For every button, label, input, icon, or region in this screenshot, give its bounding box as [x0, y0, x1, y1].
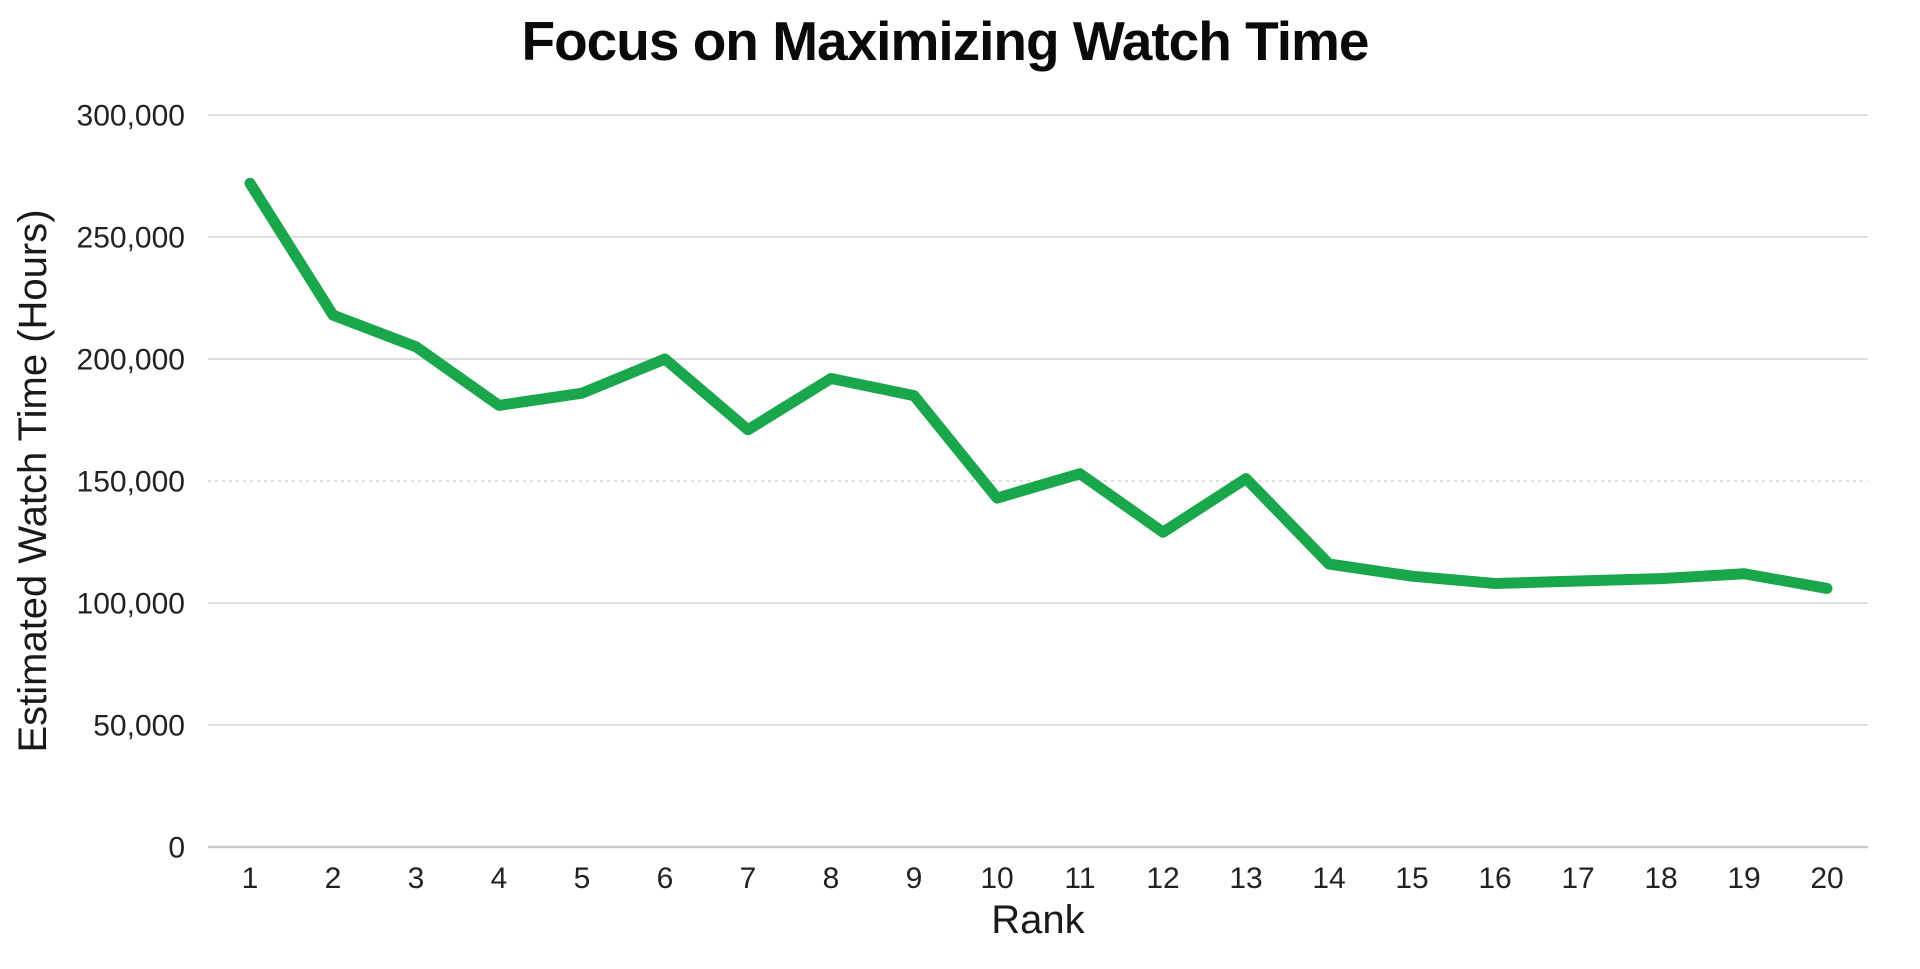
x-tick-label-8: 8	[823, 862, 840, 895]
x-tick-label-1: 1	[242, 862, 259, 895]
x-tick-label-3: 3	[408, 862, 425, 895]
x-tick-label-7: 7	[740, 862, 757, 895]
x-tick-label-5: 5	[574, 862, 591, 895]
y-tick-label-3: 150,000	[77, 466, 185, 499]
y-axis-title: Estimated Watch Time (Hours)	[11, 209, 55, 752]
x-axis-title: Rank	[991, 898, 1085, 942]
y-tick-label-0: 0	[168, 832, 185, 865]
y-tick-label-4: 200,000	[77, 344, 185, 377]
x-tick-label-18: 18	[1644, 862, 1677, 895]
x-tick-label-4: 4	[491, 862, 508, 895]
series-layer	[244, 177, 1833, 594]
gridlines-layer	[208, 114, 1868, 849]
y-tick-label-6: 300,000	[77, 100, 185, 133]
x-tick-label-13: 13	[1229, 862, 1262, 895]
y-tick-label-5: 250,000	[77, 222, 185, 255]
y-tick-label-2: 100,000	[77, 588, 185, 621]
x-tick-label-9: 9	[906, 862, 923, 895]
tick-labels-layer: 0 50,000 100,000 150,000 200,000 250,000 300,0…	[77, 100, 1844, 896]
x-tick-label-11: 11	[1064, 862, 1095, 895]
x-tick-label-17: 17	[1561, 862, 1594, 895]
x-tick-label-6: 6	[657, 862, 674, 895]
x-tick-label-16: 16	[1478, 862, 1511, 895]
chart-title: Focus on Maximizing Watch Time	[521, 10, 1368, 72]
x-tick-label-19: 19	[1727, 862, 1760, 895]
x-tick-label-20: 20	[1810, 862, 1843, 895]
x-tick-label-15: 15	[1395, 862, 1428, 895]
x-tick-label-12: 12	[1146, 862, 1179, 895]
x-tick-label-2: 2	[325, 862, 342, 895]
x-tick-label-14: 14	[1312, 862, 1345, 895]
x-tick-label-10: 10	[980, 862, 1013, 895]
y-tick-label-1: 50,000	[93, 710, 185, 743]
watch-time-line-series	[244, 177, 1833, 594]
